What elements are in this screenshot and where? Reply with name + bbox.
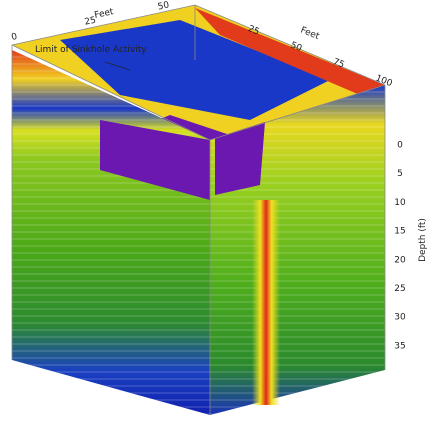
cube [12,5,385,415]
depth-tick: 35 [394,341,405,351]
left-axis-tick: 0 [11,32,19,43]
annotation: Limit of Sinkhole Activity [35,45,147,55]
anomaly-stripe [252,200,280,405]
depth-tick: 0 [397,141,403,151]
depth-tick: 20 [394,255,406,265]
depth-tick: 25 [394,284,405,294]
depth-tick: 5 [397,169,403,179]
left-axis-title: Feet [94,7,115,21]
gpr-cube-figure: Limit of Sinkhole Activity 02550Feet2550… [0,0,440,421]
depth-tick: 10 [394,198,406,208]
depth-tick: 15 [394,227,405,237]
right-axis-title: Feet [299,26,321,43]
depth-axis-title: Depth (ft) [418,218,428,262]
depth-tick: 30 [394,313,406,323]
